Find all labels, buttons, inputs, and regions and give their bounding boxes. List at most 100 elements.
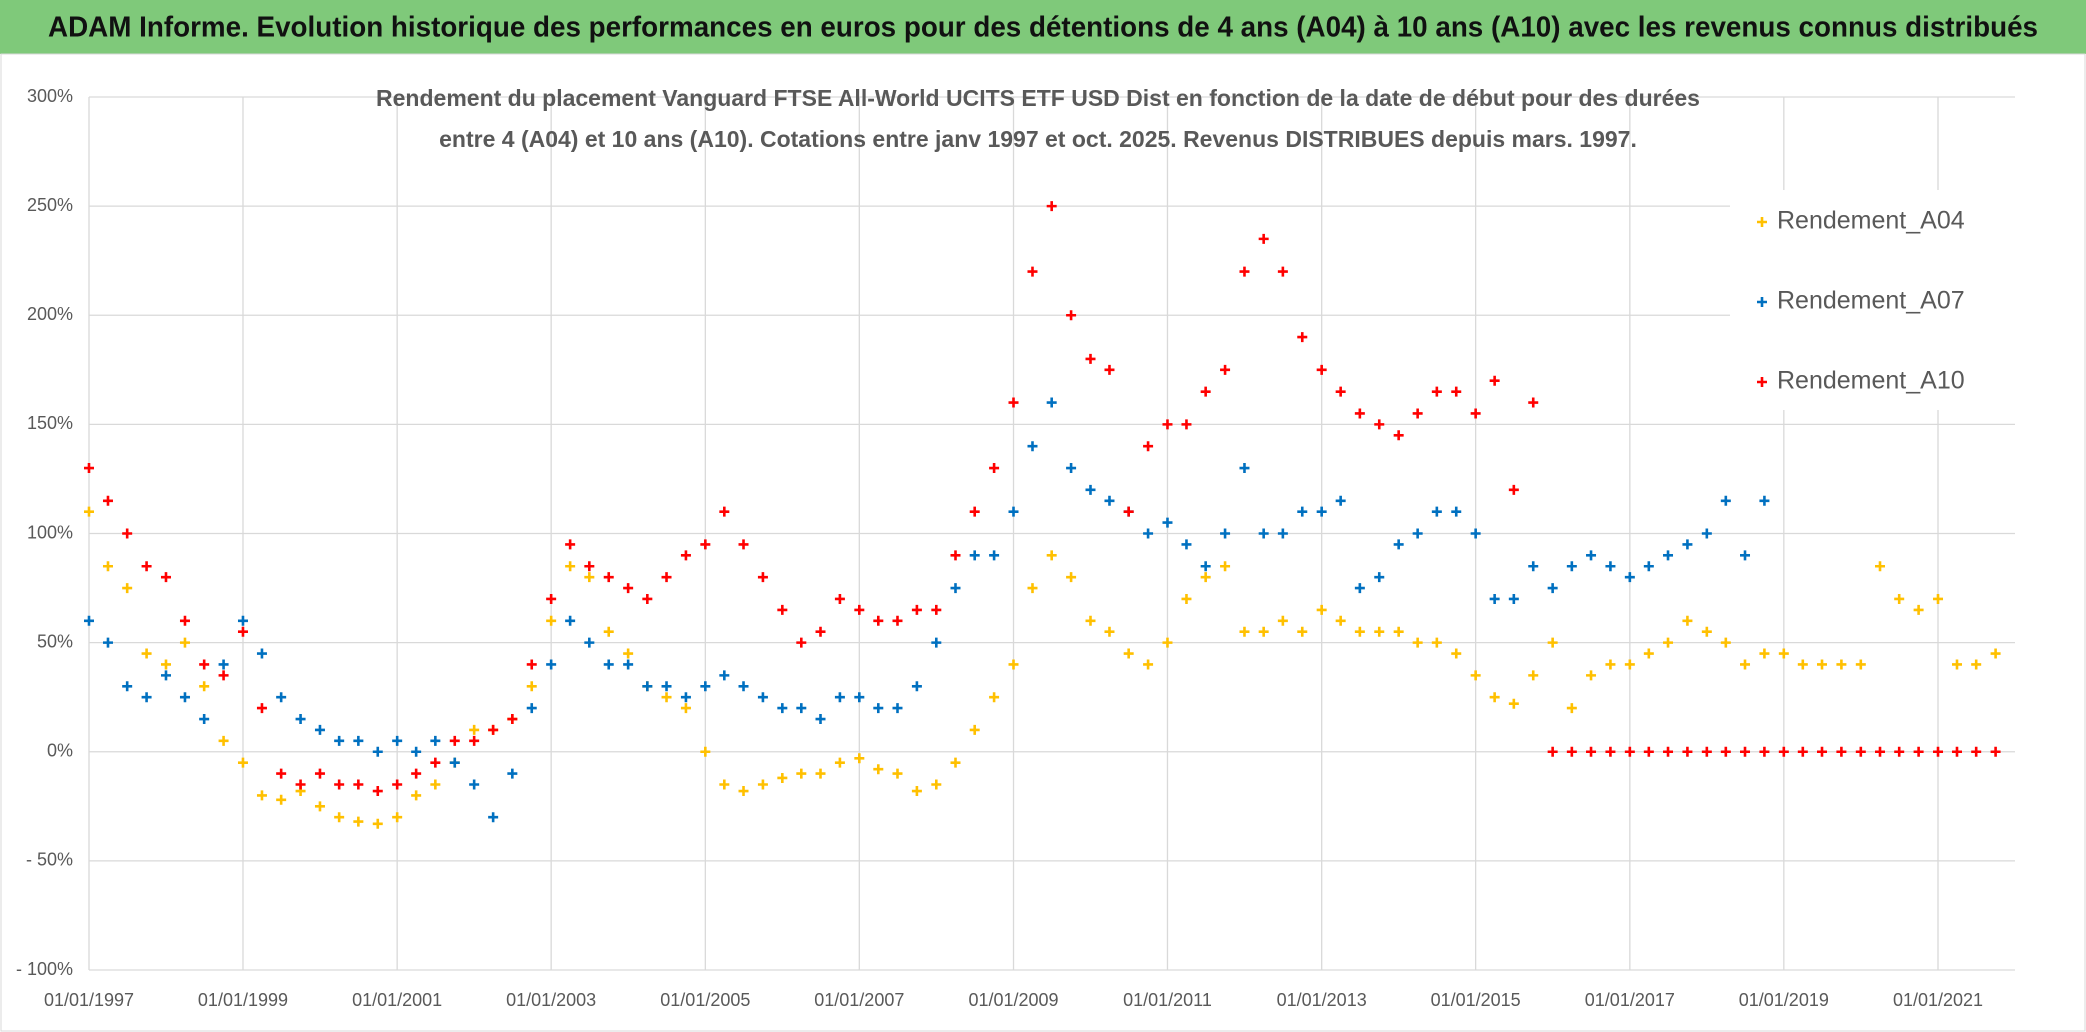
data-point [969, 550, 980, 561]
data-point [700, 681, 711, 692]
legend-marker [1757, 297, 1767, 307]
data-point [1528, 561, 1539, 572]
data-point [1277, 615, 1288, 626]
data-point [1817, 746, 1827, 757]
data-point [777, 604, 788, 615]
data-point [1586, 550, 1597, 561]
data-point [1605, 561, 1616, 572]
data-point [623, 648, 634, 659]
data-point [1085, 615, 1096, 626]
data-point [1586, 746, 1597, 757]
data-point [911, 604, 922, 615]
y-tick-label: 250% [27, 195, 73, 215]
data-point [1085, 484, 1096, 495]
data-point [1027, 441, 1038, 452]
x-tick-label: 01/01/2005 [660, 990, 750, 1010]
data-point [738, 539, 749, 550]
y-tick-label: - 100% [16, 959, 73, 979]
data-point [160, 670, 171, 681]
data-point [989, 692, 1000, 703]
data-point [738, 786, 749, 797]
data-point [1855, 659, 1866, 670]
data-point [526, 703, 537, 714]
data-point [1104, 626, 1115, 637]
data-point [700, 539, 711, 550]
data-point [372, 746, 383, 757]
data-point [1374, 419, 1385, 430]
data-point [102, 561, 113, 572]
data-point [1663, 746, 1674, 757]
data-point [353, 779, 364, 790]
data-point [1971, 659, 1982, 670]
data-point [719, 670, 730, 681]
data-point [1470, 408, 1481, 419]
data-point [1547, 746, 1558, 757]
data-point [738, 681, 749, 692]
data-point [911, 681, 922, 692]
data-point [680, 703, 691, 714]
data-point [796, 637, 807, 648]
data-point [834, 692, 845, 703]
data-point [1528, 397, 1539, 408]
data-point [122, 583, 133, 594]
data-point [1239, 463, 1250, 474]
data-point [1682, 615, 1693, 626]
data-point [1431, 386, 1442, 397]
data-point [1181, 539, 1192, 550]
data-point [969, 724, 980, 735]
data-point [1913, 746, 1924, 757]
data-point [1316, 364, 1327, 375]
data-point [623, 583, 634, 594]
data-point [1720, 637, 1731, 648]
data-point [989, 550, 1000, 561]
data-point [1239, 626, 1250, 637]
data-point [1123, 648, 1134, 659]
data-point [256, 703, 267, 714]
data-point [256, 790, 267, 801]
data-point [314, 801, 325, 812]
data-point [757, 692, 768, 703]
data-point [1894, 593, 1905, 604]
data-point [892, 768, 903, 779]
data-point [1354, 408, 1365, 419]
data-point [1624, 572, 1635, 583]
data-point [526, 659, 537, 670]
data-point [680, 692, 691, 703]
data-point [353, 735, 364, 746]
data-point [603, 572, 614, 583]
data-point [834, 757, 845, 768]
data-point [1701, 746, 1712, 757]
data-point [314, 768, 325, 779]
data-point [623, 659, 634, 670]
data-point [1335, 615, 1346, 626]
data-point [411, 746, 422, 757]
data-point [854, 604, 865, 615]
data-point [1258, 528, 1269, 539]
legend-label: Rendement_A04 [1777, 207, 1965, 235]
data-point [1740, 746, 1751, 757]
data-point [603, 659, 614, 670]
y-tick-label: 100% [27, 522, 73, 542]
data-point [179, 637, 190, 648]
data-point [1778, 648, 1789, 659]
data-point [295, 779, 306, 790]
data-point [1143, 528, 1154, 539]
data-point [353, 816, 364, 827]
data-point [1624, 746, 1635, 757]
data-point [1759, 746, 1770, 757]
chart-frame [0, 53, 2086, 1032]
data-point [1971, 746, 1982, 757]
data-point [719, 506, 730, 517]
data-point [1431, 637, 1442, 648]
x-tick-label: 01/01/1997 [44, 990, 134, 1010]
data-point [179, 692, 190, 703]
data-point [507, 714, 518, 725]
data-point [661, 572, 672, 583]
data-point [199, 714, 210, 725]
data-point [295, 714, 306, 725]
data-point [1393, 626, 1404, 637]
data-point [84, 615, 94, 626]
data-point [1143, 659, 1154, 670]
data-point [1027, 266, 1038, 277]
data-point [796, 768, 807, 779]
